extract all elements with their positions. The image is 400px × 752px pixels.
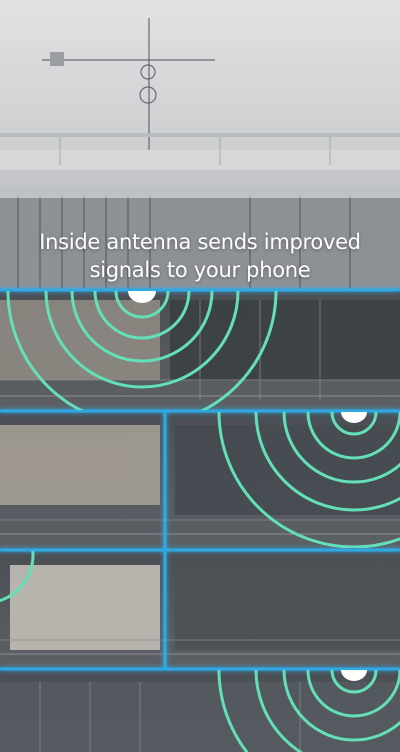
rooftop-antenna-icon [42,18,215,150]
sky [0,0,400,170]
inside-antenna-node-icon [128,291,367,681]
caption-line-2: signals to your phone [89,258,311,282]
caption: Inside antenna sends improved signals to… [0,228,400,284]
floor-lines [0,288,400,671]
caption-line-1: Inside antenna sends improved [39,230,361,254]
signal-waves [0,291,400,752]
